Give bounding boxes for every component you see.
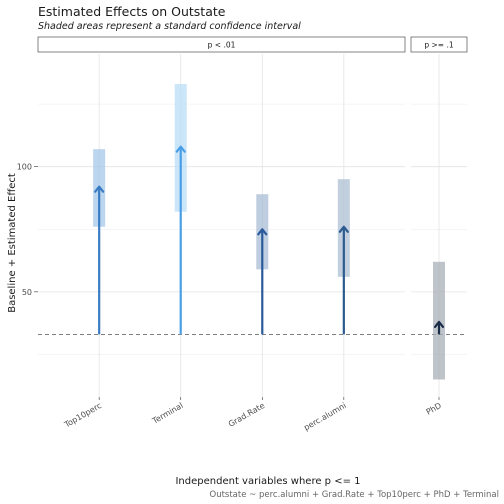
effect-arrow-head [433, 320, 445, 328]
chart-title: Estimated Effects on Outstate [38, 4, 226, 19]
y-tick-label: 100 [17, 163, 32, 172]
x-tick-label: Grad.Rate [227, 401, 267, 429]
panels: p < .01 Top10perc Terminal Grad.Rate perc.al… [17, 36, 468, 432]
x-tick-label: Terminal [150, 401, 185, 426]
x-tick-label: Top10perc [62, 401, 103, 430]
effect-arrow-head [338, 225, 349, 233]
y-tick-label: 50 [22, 288, 32, 297]
panel-2: p >= .1 PhD [410, 36, 468, 417]
x-tick-label: PhD [425, 401, 443, 417]
x-tick-label: perc.alumni [302, 401, 348, 432]
chart-subtitle: Shaded areas represent a standard confid… [38, 21, 301, 32]
facet-strip-label: p < .01 [208, 41, 236, 50]
facet-strip [37, 36, 406, 53]
chart-caption: Outstate ~ perc.alumni + Grad.Rate + Top… [210, 490, 500, 500]
facet-strip-label: p >= .1 [424, 41, 453, 50]
x-axis-title: Independent variables where p <= 1 [175, 476, 360, 487]
y-axis-title: Baseline + Estimated Effect [7, 173, 18, 313]
ci-band [433, 261, 445, 380]
panel-1: p < .01 Top10perc Terminal Grad.Rate perc.al… [37, 36, 406, 432]
facet-strip [410, 36, 468, 53]
effect-arrow-head [175, 145, 186, 153]
effect-arrow-head [257, 228, 268, 236]
effect-arrow-head [94, 185, 105, 193]
